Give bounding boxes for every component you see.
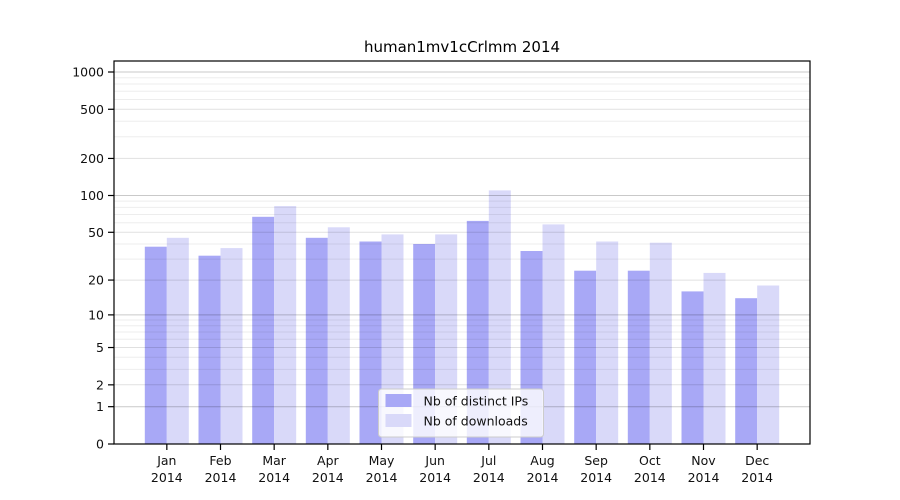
x-tick-label: Jun 2014: [419, 453, 451, 485]
y-tick-label: 200: [80, 151, 104, 166]
x-tick-label: Mar 2014: [258, 453, 290, 485]
x-tick-label: Apr 2014: [312, 453, 344, 485]
legend-label-distinct-ips: Nb of distinct IPs: [424, 394, 529, 409]
legend-label-downloads: Nb of downloads: [424, 414, 528, 429]
axis-box: [113, 60, 811, 445]
bar-distinct-ips-nov: [681, 291, 704, 444]
y-tick-label: 1: [96, 399, 104, 414]
y-tick-label: 100: [80, 188, 104, 203]
x-tick-label: Aug 2014: [527, 453, 559, 485]
x-tick-label: Dec 2014: [741, 453, 773, 485]
bar-distinct-ips-oct: [627, 270, 650, 444]
y-tick-label: 50: [88, 225, 104, 240]
x-tick-label: Oct 2014: [634, 453, 666, 485]
y-tick-label: 5: [96, 340, 104, 355]
x-tick-label: May 2014: [366, 453, 398, 485]
y-tick-label: 0: [96, 437, 104, 452]
legend-swatch-downloads: [385, 414, 412, 427]
bar-distinct-ips-may: [359, 241, 382, 444]
legend-swatch-distinct-ips: [385, 394, 412, 407]
x-tick-label: Nov 2014: [688, 453, 720, 485]
bar-downloads-oct: [649, 242, 672, 444]
bar-downloads-apr: [327, 227, 350, 444]
bar-distinct-ips-jan: [144, 246, 167, 444]
bar-distinct-ips-feb: [198, 255, 221, 444]
y-tick-label: 1000: [72, 65, 104, 80]
bar-downloads-nov: [703, 272, 726, 444]
y-tick-label: 10: [88, 307, 104, 322]
y-tick-label: 20: [88, 273, 104, 288]
bar-distinct-ips-mar: [252, 216, 275, 444]
bar-downloads-jan: [166, 237, 189, 444]
bar-distinct-ips-apr: [305, 237, 328, 444]
bar-downloads-dec: [757, 285, 780, 444]
bar-downloads-feb: [220, 248, 243, 444]
bar-downloads-sep: [596, 241, 619, 444]
bar-downloads-aug: [542, 224, 565, 444]
bar-distinct-ips-sep: [574, 270, 597, 444]
x-tick-label: Sep 2014: [580, 453, 612, 485]
x-tick-label: Feb 2014: [205, 453, 237, 485]
x-tick-label: Jan 2014: [151, 453, 183, 485]
y-tick-label: 2: [96, 377, 104, 392]
x-tick-label: Jul 2014: [473, 453, 505, 485]
bar-downloads-mar: [274, 206, 297, 444]
bar-distinct-ips-dec: [735, 298, 758, 444]
legend: [378, 388, 544, 438]
bar-distinct-ips-jul: [466, 220, 489, 444]
y-tick-label: 500: [80, 102, 104, 117]
chart-title: human1mv1cCrlmm 2014: [363, 38, 561, 56]
bar-downloads-jul: [488, 190, 511, 444]
